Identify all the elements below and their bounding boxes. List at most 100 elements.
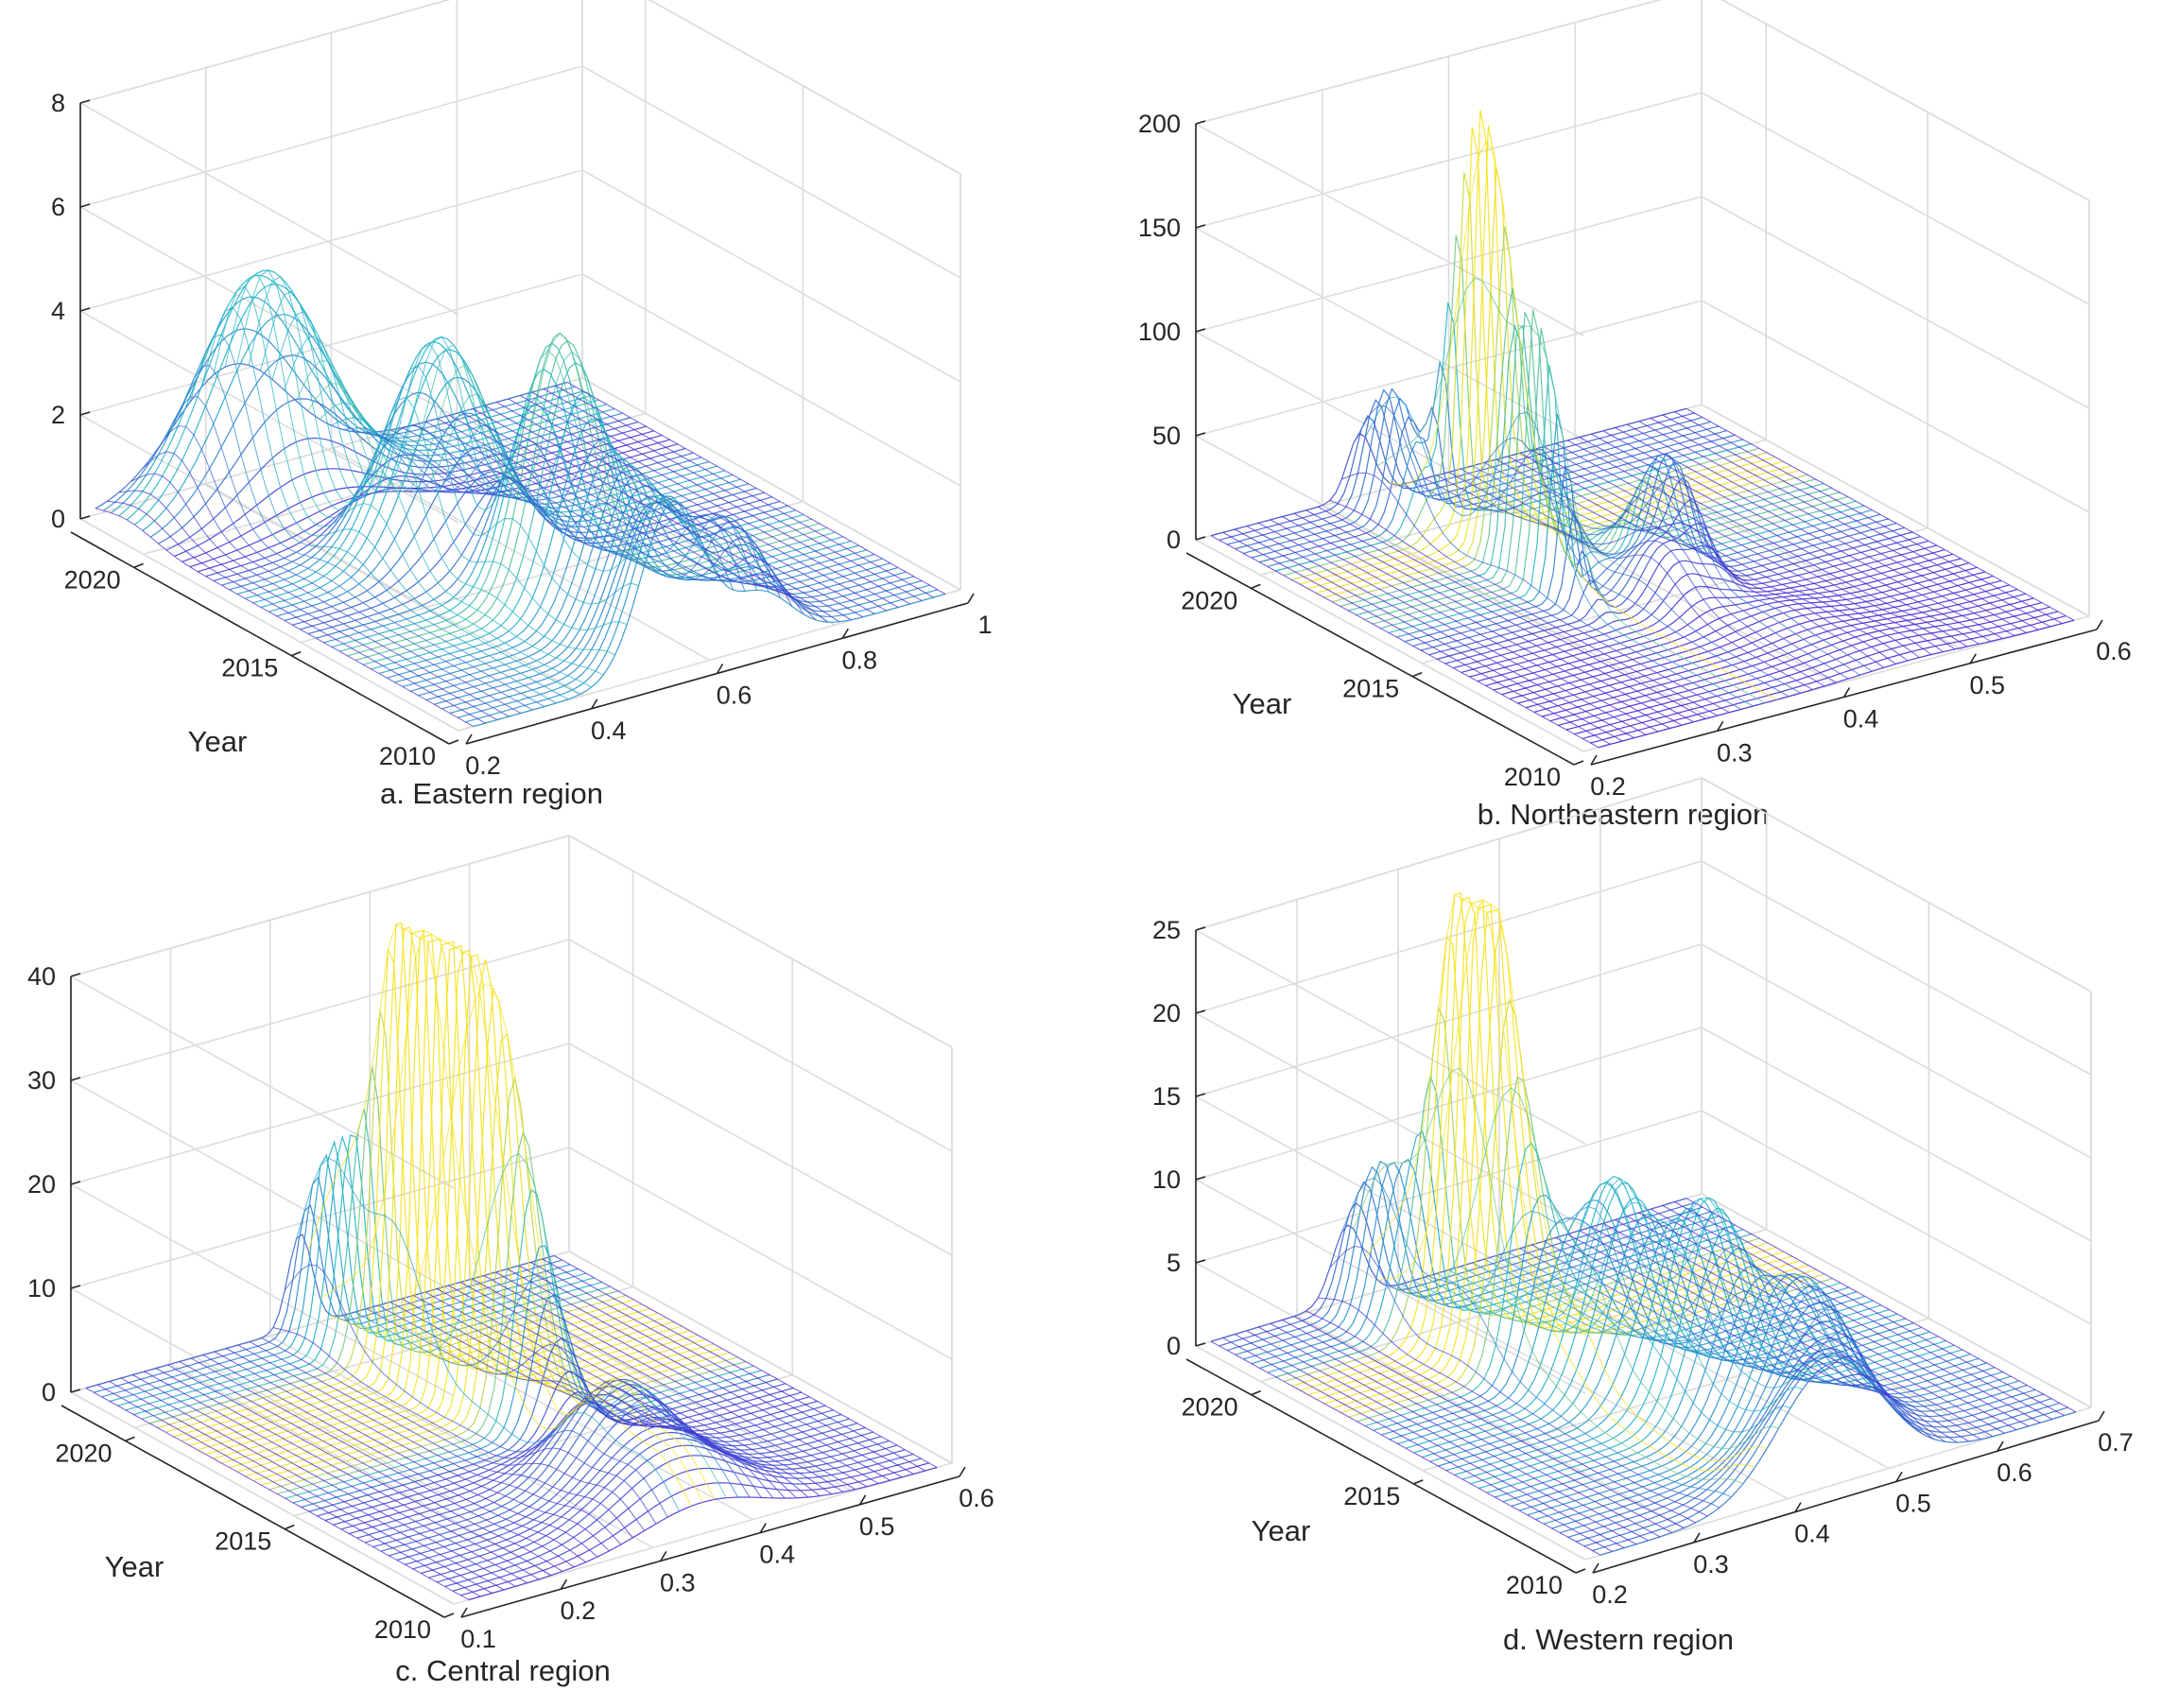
mesh-line xyxy=(530,1262,914,1475)
z-tick-label: 5 xyxy=(1167,1249,1181,1277)
gridline xyxy=(1195,1012,1586,1228)
mesh-line xyxy=(144,1371,527,1584)
x-tick-label: 0.2 xyxy=(465,751,501,780)
year-tick-label: 2015 xyxy=(215,1527,271,1556)
mesh-line xyxy=(1436,1201,1827,1368)
z-tick xyxy=(1195,120,1206,125)
mesh-line xyxy=(331,984,716,1500)
mesh-line xyxy=(189,334,569,700)
x-tick xyxy=(460,1607,468,1618)
x-tick-label: 0.6 xyxy=(2096,637,2132,665)
mesh-line xyxy=(296,1157,681,1512)
panel-title: d. Western region xyxy=(1503,1623,1734,1656)
mesh-line xyxy=(1472,453,1860,676)
mesh-line xyxy=(389,429,769,593)
gridline xyxy=(648,0,961,175)
x-tick-label: 0.5 xyxy=(1969,671,2005,699)
year-tick xyxy=(284,1524,295,1530)
mesh-line xyxy=(1483,461,1873,672)
mesh-line xyxy=(1341,472,1730,714)
mesh-line xyxy=(1674,411,2063,625)
mesh-line xyxy=(1566,440,1956,650)
mesh-line xyxy=(1448,1197,1839,1363)
mesh-line xyxy=(1508,456,1896,664)
gridline xyxy=(1701,860,2092,1076)
mesh-line xyxy=(1602,1222,1994,1438)
mesh-line xyxy=(118,490,498,720)
mesh-line xyxy=(1579,1230,1970,1442)
surface-mesh xyxy=(1210,891,2077,1556)
mesh-line xyxy=(1246,526,1635,739)
year-tick-label: 2010 xyxy=(374,1615,431,1644)
x-tick xyxy=(858,1494,867,1506)
mesh-line xyxy=(1686,407,2075,621)
gridline xyxy=(568,1043,953,1256)
mesh-line xyxy=(320,929,703,1503)
mesh-line xyxy=(1543,1240,1934,1440)
x-tick xyxy=(1693,1532,1701,1544)
mesh-line xyxy=(553,1255,938,1468)
mesh-line xyxy=(200,306,580,696)
z-tick-label: 10 xyxy=(27,1274,56,1303)
z-tick-label: 10 xyxy=(1152,1165,1181,1194)
gridline xyxy=(1195,1110,1703,1264)
mesh-line xyxy=(354,431,734,591)
year-tick-label: 2020 xyxy=(64,565,121,594)
gridline xyxy=(70,835,570,977)
mesh-line xyxy=(1626,1216,2017,1431)
gridline xyxy=(648,0,961,175)
mesh-line xyxy=(1376,277,1766,704)
gridline xyxy=(1195,123,1584,336)
z-tick xyxy=(1195,328,1206,333)
mesh-line xyxy=(1555,442,1944,653)
gridline xyxy=(79,102,459,316)
mesh-line xyxy=(413,423,793,607)
x-tick xyxy=(1717,720,1724,732)
mesh-line xyxy=(1412,448,1802,694)
z-tick-label: 6 xyxy=(51,193,65,221)
year-axis-label: Year xyxy=(1252,1514,1311,1547)
z-tick xyxy=(70,1285,81,1289)
z-tick xyxy=(70,973,81,977)
gridline xyxy=(70,975,455,1189)
x-tick-label: 0.1 xyxy=(460,1625,496,1653)
mesh-line xyxy=(483,1275,868,1488)
mesh-line xyxy=(109,1381,493,1594)
z-tick xyxy=(1195,1259,1206,1264)
z-tick-label: 30 xyxy=(27,1066,56,1095)
z-tick xyxy=(79,203,91,208)
mesh-line xyxy=(518,1265,903,1478)
mesh-line xyxy=(434,495,907,705)
year-tick xyxy=(291,650,302,657)
mesh-line xyxy=(1317,506,1706,719)
mesh-line xyxy=(413,1295,797,1499)
mesh-line xyxy=(1293,512,1683,726)
mesh-line xyxy=(531,391,910,605)
mesh-line xyxy=(197,933,666,1451)
surface-mesh xyxy=(95,269,946,728)
panel-c: 0 10 20 30 40 0.1 0.2 0.3 0.4 0.5 0.6 2010 2015 2020 Y… xyxy=(27,835,994,1687)
year-axis-label: Year xyxy=(105,1550,164,1583)
gridline xyxy=(568,1147,953,1360)
mesh-line xyxy=(107,500,486,724)
mesh-line xyxy=(366,431,746,592)
mesh-line xyxy=(1282,516,1670,729)
x-tick-label: 0.7 xyxy=(2098,1428,2134,1457)
x-tick xyxy=(841,628,849,639)
mesh-line xyxy=(307,923,692,1507)
mesh-line xyxy=(1543,446,1932,655)
mesh-line xyxy=(1638,1212,2029,1427)
mesh-line xyxy=(1356,324,1832,616)
mesh-line xyxy=(1210,1340,1601,1556)
gridline xyxy=(1701,404,2090,617)
mesh-line xyxy=(1686,1198,2077,1413)
mesh-line xyxy=(1422,1197,1898,1458)
x-tick-label: 1 xyxy=(977,611,992,639)
gridline xyxy=(581,273,961,487)
mesh-line xyxy=(1300,891,1776,1391)
gridline xyxy=(1195,435,1584,648)
x-tick xyxy=(759,1523,767,1534)
mesh-line xyxy=(1650,1208,2041,1423)
mesh-line xyxy=(1389,140,1777,700)
mesh-line xyxy=(202,1354,587,1563)
